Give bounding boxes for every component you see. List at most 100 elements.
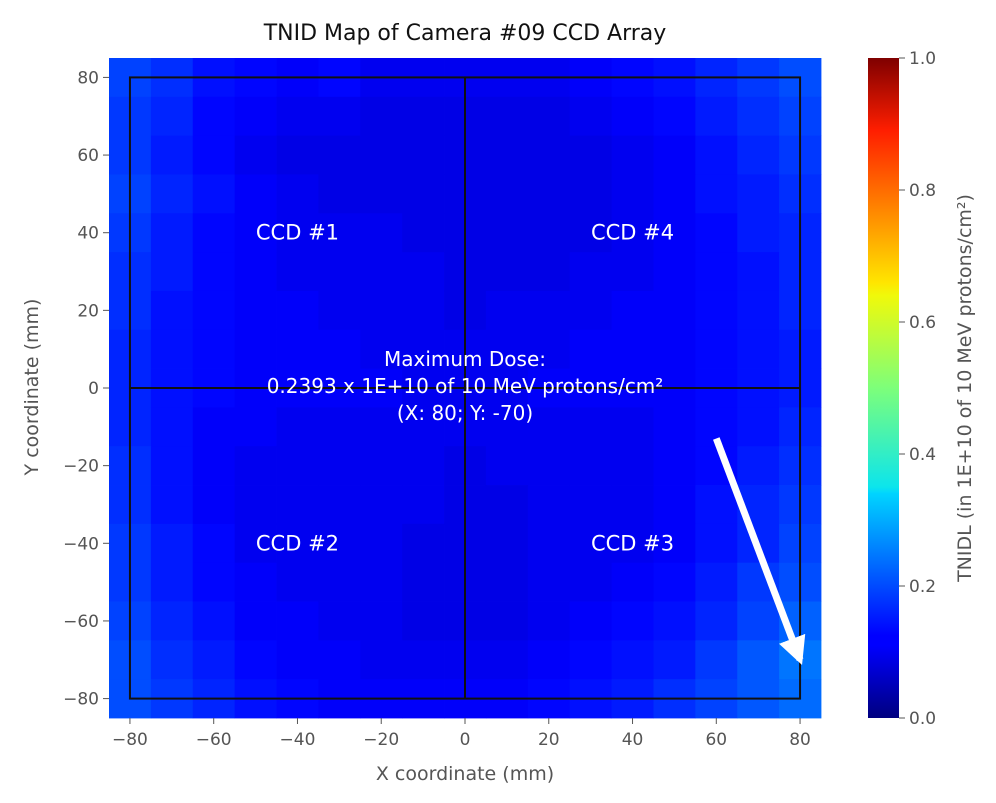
- heatmap-cell: [192, 485, 236, 525]
- heatmap-cell: [611, 174, 654, 214]
- heatmap-cell: [611, 485, 654, 525]
- heatmap-cell: [276, 135, 319, 175]
- heatmap-cell: [527, 523, 571, 564]
- heatmap-cell: [192, 174, 236, 214]
- heatmap-cell: [611, 562, 654, 602]
- heatmap-cell: [150, 523, 194, 564]
- ccd-outline: [128, 76, 802, 700]
- heatmap-cell: [276, 252, 319, 292]
- heatmap-cell: [402, 407, 445, 447]
- heatmap-cell: [695, 252, 738, 292]
- heatmap-cell: [318, 213, 361, 253]
- heatmap-cell: [360, 252, 403, 292]
- heatmap-cell: [234, 96, 277, 137]
- y-tick-label: 60: [77, 146, 99, 166]
- heatmap-cell: [695, 213, 738, 253]
- colorbar-ticks: 0.0 0.2 0.4 0.6 0.8 1.0: [899, 49, 936, 729]
- heatmap-cell: [527, 640, 571, 680]
- heatmap-cell: [234, 135, 277, 175]
- annotation-line: (X: 80; Y: -70): [397, 401, 533, 425]
- heatmap-cell: [569, 174, 612, 214]
- heatmap-cell: [234, 290, 277, 331]
- y-tick-label: −60: [63, 612, 99, 632]
- heatmap-cell: [150, 135, 194, 175]
- heatmap-cell: [653, 290, 696, 331]
- heatmap-cell: [318, 523, 361, 564]
- heatmap-cell: [234, 252, 277, 292]
- heatmap-cell: [737, 96, 780, 137]
- heatmap-cell: [360, 290, 403, 331]
- heatmap-cell: [318, 329, 361, 369]
- x-tick-label: −80: [112, 730, 148, 750]
- heatmap-cell: [527, 252, 571, 292]
- heatmap-cell: [653, 446, 696, 486]
- annotation-line: Maximum Dose:: [384, 347, 546, 371]
- heatmap-cell: [485, 562, 529, 602]
- colorbar-tick-label: 0.8: [909, 181, 936, 201]
- heatmap-cell: [276, 601, 319, 641]
- heatmap-cell: [402, 96, 445, 137]
- heatmap-cell: [234, 485, 277, 525]
- heatmap-cell: [611, 252, 654, 292]
- heatmap-cell: [653, 485, 696, 525]
- y-axis-label: Y coordinate (mm): [21, 299, 43, 477]
- heatmap-cell: [234, 562, 277, 602]
- heatmap-cell: [192, 135, 236, 175]
- heatmap-cell: [360, 601, 403, 641]
- heatmap-cell: [611, 407, 654, 447]
- heatmap-cell: [569, 290, 612, 331]
- heatmap-cell: [234, 329, 277, 369]
- colorbar-tick-label: 0.4: [909, 445, 936, 465]
- heatmap-cell: [234, 174, 277, 214]
- heatmap-cell: [150, 601, 194, 641]
- heatmap-cell: [402, 290, 445, 331]
- heatmap-cell: [485, 290, 529, 331]
- heatmap-cell: [653, 213, 696, 253]
- heatmap-cell: [192, 290, 236, 331]
- heatmap-cell: [150, 96, 194, 137]
- ccd-label: CCD #4: [591, 221, 674, 245]
- heatmap-cell: [318, 174, 361, 214]
- heatmap-cell: [360, 96, 403, 137]
- heatmap-cell: [192, 213, 236, 253]
- heatmap-cell: [695, 329, 738, 369]
- y-tick-label: −20: [63, 457, 99, 477]
- heatmap-cell: [318, 562, 361, 602]
- heatmap-cell: [234, 640, 277, 680]
- heatmap-cell: [402, 523, 445, 564]
- heatmap-cell: [318, 290, 361, 331]
- colorbar-tick-label: 0.0: [909, 709, 936, 729]
- x-tick-label: −20: [363, 730, 399, 750]
- heatmap-cell: [360, 562, 403, 602]
- heatmap-cell: [737, 329, 780, 369]
- heatmap-cell: [234, 601, 277, 641]
- heatmap-cell: [318, 446, 361, 486]
- heatmap-cell: [653, 407, 696, 447]
- heatmap-cell: [485, 174, 529, 214]
- heatmap-cell: [569, 640, 612, 680]
- heatmap-cell: [569, 252, 612, 292]
- x-tick-label: −60: [196, 730, 232, 750]
- heatmap-cell: [360, 329, 403, 369]
- heatmap-cell: [276, 213, 319, 253]
- x-axis-ticks: −80 −60 −40 −20 0 20 40 60 80: [112, 718, 811, 750]
- heatmap-cell: [527, 290, 571, 331]
- heatmap-cell: [318, 135, 361, 175]
- heatmap-cell: [737, 252, 780, 292]
- heatmap-cell: [695, 174, 738, 214]
- heatmap-cell: [360, 135, 403, 175]
- heatmap-cell: [150, 329, 194, 369]
- ccd-labels: CCD #1 CCD #4 CCD #2 CCD #3: [256, 221, 674, 556]
- heatmap-cell: [485, 407, 529, 447]
- heatmap-cell: [485, 601, 529, 641]
- heatmap-cell: [569, 523, 612, 564]
- heatmap-cell: [402, 329, 445, 369]
- heatmap-cell: [360, 407, 403, 447]
- heatmap-cell: [234, 213, 277, 253]
- heatmap-cell: [569, 485, 612, 525]
- heatmap-cell: [150, 252, 194, 292]
- heatmap-cell: [653, 523, 696, 564]
- heatmap-cell: [695, 290, 738, 331]
- heatmap-cell: [276, 446, 319, 486]
- ccd-label: CCD #2: [256, 531, 339, 555]
